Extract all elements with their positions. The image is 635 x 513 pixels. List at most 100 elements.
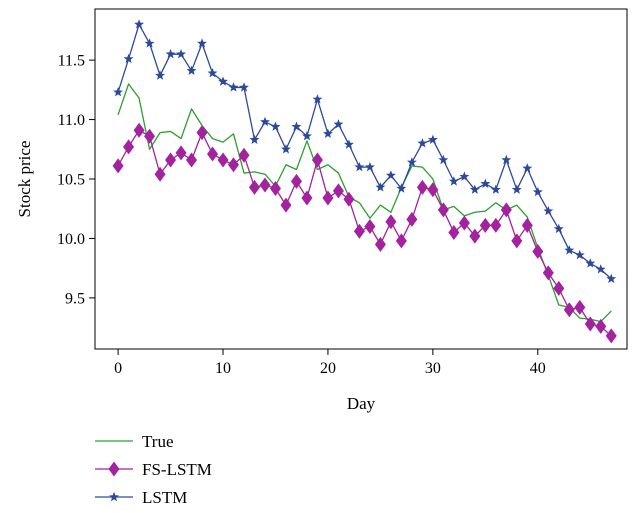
series-lstm (113, 19, 617, 284)
data-point (302, 131, 312, 141)
data-point (406, 157, 417, 167)
data-point (196, 125, 208, 141)
data-point (333, 119, 344, 129)
y-axis-label: Stock price (15, 141, 34, 218)
data-point (511, 184, 522, 194)
data-point (144, 38, 155, 48)
data-point (186, 152, 198, 168)
data-point (249, 134, 260, 144)
data-point (385, 214, 397, 230)
data-point (228, 157, 240, 173)
data-point (280, 197, 292, 213)
data-point (186, 65, 197, 76)
data-point (123, 53, 134, 64)
legend-label: True (142, 432, 174, 451)
data-point (133, 122, 145, 138)
data-point (353, 223, 365, 239)
data-point (323, 128, 333, 139)
data-point (228, 82, 239, 92)
x-tick-label: 10 (215, 360, 231, 377)
data-point (175, 145, 187, 161)
data-point (417, 138, 428, 148)
x-tick-label: 20 (320, 360, 336, 377)
y-tick-label: 9.5 (65, 290, 85, 307)
data-point (207, 68, 218, 78)
y-tick-label: 11.5 (58, 53, 85, 70)
data-point (459, 171, 470, 181)
data-point (469, 228, 481, 244)
data-point (217, 152, 229, 168)
data-point (469, 184, 480, 194)
data-point (239, 82, 249, 92)
data-point (207, 146, 219, 162)
data-point (427, 182, 439, 198)
legend-label: FS-LSTM (142, 460, 212, 479)
series-true (117, 83, 612, 323)
data-point (595, 264, 606, 274)
legend-marker (109, 491, 119, 502)
plot-series (112, 19, 617, 344)
data-point (165, 48, 176, 59)
data-point (511, 233, 523, 249)
data-point (584, 316, 596, 332)
data-point (542, 265, 554, 281)
data-point (480, 178, 491, 188)
data-point (218, 76, 228, 86)
data-point (553, 223, 564, 234)
data-point (500, 202, 512, 218)
data-point (448, 224, 460, 240)
data-point (364, 161, 375, 172)
data-point (165, 152, 177, 168)
data-point (375, 182, 386, 192)
legend-marker (108, 461, 120, 477)
data-point (144, 128, 156, 144)
data-point (574, 299, 586, 315)
plot-frame (94, 8, 628, 350)
data-point (479, 217, 491, 233)
data-point (416, 179, 428, 195)
data-point (269, 181, 281, 197)
data-point (281, 144, 291, 154)
y-tick-label: 10.5 (57, 172, 85, 189)
data-point (312, 94, 323, 104)
data-point (248, 179, 260, 195)
data-point (197, 38, 207, 48)
data-point (606, 273, 617, 284)
data-point (396, 183, 407, 193)
legend-item: FS-LSTM (95, 460, 212, 479)
legend-label: LSTM (142, 488, 187, 507)
x-tick-label: 0 (114, 360, 122, 377)
data-point (343, 191, 355, 207)
data-point (438, 154, 449, 165)
data-point (427, 134, 438, 144)
data-point (605, 328, 617, 344)
data-point (270, 121, 281, 131)
data-point (532, 186, 543, 197)
x-axis-label: Day (347, 394, 376, 413)
data-point (259, 177, 271, 193)
data-point (574, 249, 585, 260)
x-tick-label: 30 (425, 360, 441, 377)
series-line (117, 83, 612, 323)
data-point (155, 70, 165, 80)
legend-item: LSTM (95, 488, 187, 507)
data-point (311, 152, 323, 168)
data-point (543, 205, 554, 216)
y-axis: 9.5 10.0 10.5 11.0 11.5 (57, 53, 95, 307)
data-point (364, 219, 376, 235)
data-point (564, 245, 575, 255)
x-axis: 0 10 20 30 40 (114, 349, 546, 377)
data-point (490, 184, 501, 194)
data-point (112, 158, 124, 174)
data-point (437, 202, 449, 218)
data-point (238, 147, 250, 163)
y-tick-label: 10.0 (57, 231, 85, 248)
data-point (532, 244, 544, 260)
legend-item: True (95, 432, 174, 451)
data-point (176, 48, 186, 59)
data-point (343, 139, 354, 149)
data-point (490, 217, 502, 233)
data-point (260, 116, 270, 127)
data-point (595, 318, 607, 334)
